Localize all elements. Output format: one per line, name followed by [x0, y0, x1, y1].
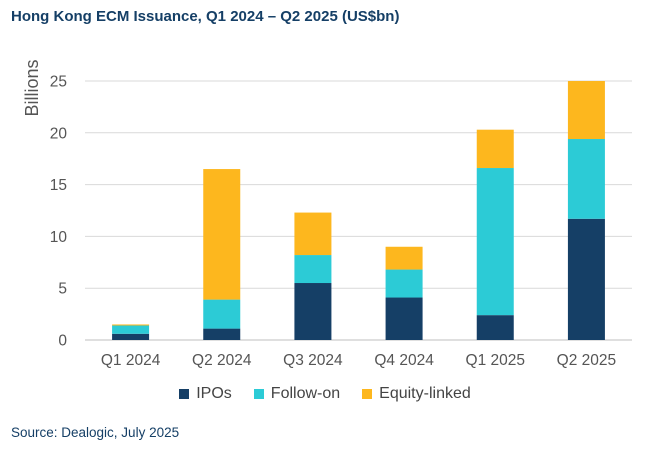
bar-equity-linked: [203, 169, 241, 300]
bar-ipos: [203, 328, 241, 340]
axis-ticks: 0 5 10 15 20 25 Q1 2024 Q2 2024 Q3 2024 Q4 2024 Q1…: [50, 74, 616, 370]
chart-title: Hong Kong ECM Issuance, Q1 2024 – Q2 202…: [11, 8, 400, 25]
source-note: Source: Dealogic, July 2025: [11, 425, 180, 440]
legend-item: Follow-on: [253, 385, 341, 403]
bar-follow-on: [567, 139, 605, 219]
legend-swatch: [362, 389, 373, 399]
y-tick-label: 25: [50, 74, 67, 91]
bar-equity-linked: [294, 212, 332, 256]
x-tick-label: Q4 2024: [374, 352, 434, 369]
x-tick-label: Q1 2025: [466, 352, 525, 369]
legend-swatch: [253, 389, 264, 399]
bar-equity-linked: [476, 129, 514, 169]
bar-ipos: [294, 283, 332, 340]
bar-equity-linked: [112, 324, 150, 326]
x-tick-label: Q3 2024: [283, 352, 343, 369]
y-tick-label: 20: [50, 125, 68, 142]
y-tick-label: 10: [50, 229, 68, 246]
legend-label: IPOs: [196, 385, 232, 402]
bar-follow-on: [294, 255, 332, 284]
bar-follow-on: [385, 269, 423, 298]
y-tick-label: 0: [58, 333, 67, 350]
x-tick-label: Q2 2025: [557, 352, 616, 369]
legend-item: IPOs: [179, 385, 232, 403]
legend-label: Equity-linked: [379, 385, 471, 402]
bar-follow-on: [476, 168, 514, 316]
bar-follow-on: [112, 325, 150, 334]
bar-ipos: [476, 315, 514, 340]
legend-swatch: [179, 389, 190, 399]
x-tick-label: Q2 2024: [192, 352, 252, 369]
bar-ipos: [112, 333, 150, 340]
legend-item: Equity-linked: [362, 385, 471, 403]
legend-label: Follow-on: [270, 385, 341, 402]
gridlines: [85, 80, 632, 341]
bar-equity-linked: [567, 81, 605, 140]
bars: [112, 81, 605, 340]
bar-ipos: [385, 297, 423, 340]
legend: IPOs Follow-on Equity-linked: [0, 385, 650, 403]
bar-equity-linked: [385, 246, 423, 270]
x-tick-label: Q1 2024: [101, 352, 161, 369]
y-axis-title: Billions: [22, 59, 42, 116]
y-tick-label: 15: [50, 177, 67, 194]
bar-follow-on: [203, 299, 241, 329]
y-tick-label: 5: [58, 281, 67, 298]
bar-ipos: [567, 218, 605, 340]
